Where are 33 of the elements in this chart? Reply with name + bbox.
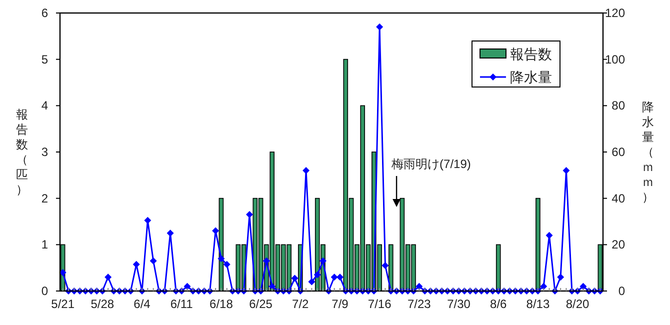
x-tick-label: 7/23 [407, 297, 432, 311]
x-tick-label: 7/2 [292, 297, 310, 311]
y-tick-label: 6 [41, 6, 48, 20]
legend-label: 報告数 [510, 46, 552, 62]
x-tick-label: 6/11 [170, 297, 194, 311]
x-tick-label: 7/16 [368, 297, 392, 311]
x-tick-label: 6/25 [249, 297, 273, 311]
y-tick-label: 4 [41, 98, 48, 113]
y-tick-label: 2 [41, 191, 48, 206]
y2-tick-label: 60 [612, 145, 626, 159]
x-tick-label: 8/20 [566, 297, 590, 311]
x-tick-label: 5/21 [51, 297, 75, 311]
x-tick-label: 8/13 [526, 297, 550, 311]
y-tick-label: 3 [41, 145, 48, 159]
x-tick-label: 7/9 [332, 297, 349, 311]
y2-axis-title: 降水量（ｍｍ） [642, 100, 654, 204]
x-tick-label: 6/4 [134, 297, 151, 311]
y2-tick-label: 80 [612, 98, 626, 113]
y2-tick-label: 100 [604, 52, 626, 66]
legend-label: 降水量 [510, 69, 552, 85]
annotation: 梅雨明け(7/19) [390, 157, 471, 171]
y-tick-label: 1 [41, 238, 48, 252]
y2-tick-label: 20 [612, 238, 626, 252]
x-tick-label: 6/18 [210, 297, 234, 311]
x-tick-label: 8/6 [490, 297, 508, 311]
y-tick-label: 0 [41, 284, 48, 298]
y-axis-title: 報告数（匹） [16, 108, 28, 196]
y2-tick-label: 0 [618, 284, 626, 298]
y2-tick-label: 40 [612, 191, 626, 206]
x-tick-label: 7/30 [447, 297, 471, 311]
y2-tick-label: 120 [604, 6, 626, 20]
x-tick-label: 5/28 [90, 297, 114, 311]
y-tick-label: 5 [41, 52, 48, 66]
